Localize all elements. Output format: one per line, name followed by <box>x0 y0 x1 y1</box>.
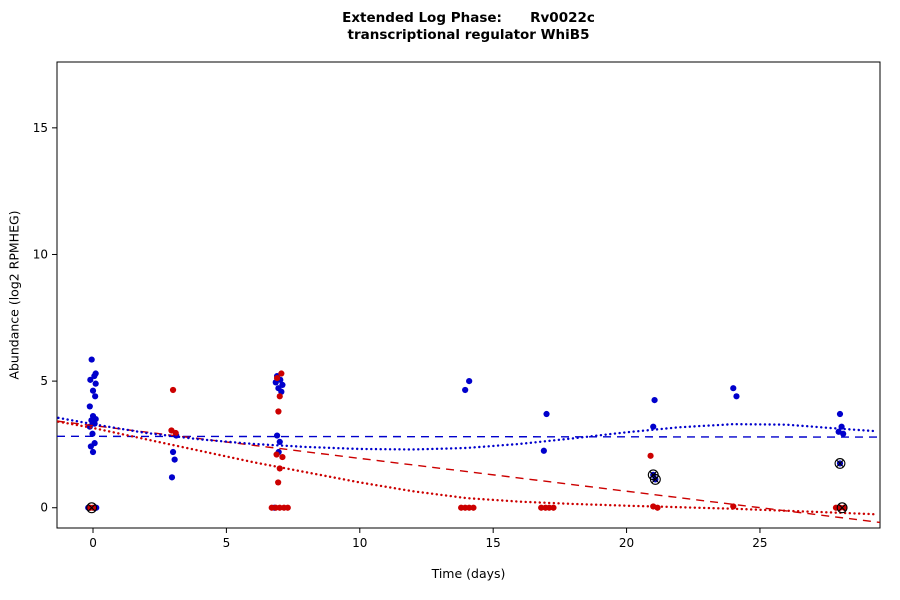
data-point <box>466 504 473 511</box>
data-point <box>87 376 94 383</box>
data-point <box>840 430 847 437</box>
outlier-marker-circle <box>836 502 848 514</box>
y-tick-label: 10 <box>33 247 48 261</box>
data-point <box>550 504 557 511</box>
red-linear-fit-line <box>56 420 881 524</box>
red-smooth-fit-line <box>57 420 879 516</box>
data-point <box>466 378 473 385</box>
data-point <box>86 403 93 410</box>
data-point <box>92 380 99 387</box>
blue-linear-fit-line <box>56 435 881 438</box>
marked-outlier-points <box>86 457 848 514</box>
data-point <box>733 393 740 400</box>
data-point <box>543 410 550 418</box>
data-point <box>171 456 178 463</box>
outlier-marker-circle <box>649 473 661 485</box>
x-tick-label: 15 <box>486 536 501 550</box>
data-point <box>647 452 654 459</box>
x-tick-label: 0 <box>89 536 97 550</box>
data-point <box>275 479 282 486</box>
data-point <box>273 451 280 458</box>
x-axis: 0 5 10 15 20 25 <box>89 528 768 550</box>
outlier-marker-circle <box>86 502 98 514</box>
plot-box <box>56 61 881 529</box>
x-tick-label: 10 <box>352 536 367 550</box>
y-tick-label: 15 <box>33 121 48 135</box>
y-tick-label: 0 <box>40 501 48 515</box>
outlier-marker-circle <box>834 457 846 469</box>
red-linear-fit <box>56 420 881 524</box>
data-point <box>538 504 545 511</box>
data-point <box>470 504 477 511</box>
x-tick-label: 25 <box>752 536 767 550</box>
data-point <box>278 370 285 377</box>
data-point <box>89 387 97 394</box>
chart-title-line1: Extended Log Phase: Rv0022c <box>342 10 595 26</box>
data-point <box>836 410 844 418</box>
outlier-marker-cross <box>836 459 844 468</box>
data-point <box>276 393 283 400</box>
chart-title-line2: transcriptional regulator WhiB5 <box>347 27 590 43</box>
data-point <box>650 423 657 430</box>
data-point <box>836 504 844 511</box>
data-point <box>88 356 95 363</box>
outlier-marker-cross <box>87 503 96 512</box>
x-tick-label: 5 <box>223 536 231 550</box>
data-point <box>169 448 177 456</box>
x-tick-label: 20 <box>619 536 634 550</box>
data-point <box>462 386 469 394</box>
data-point <box>87 443 94 450</box>
outlier-marker-cross <box>651 475 660 484</box>
data-point <box>168 474 176 481</box>
blue-smooth-fit-line <box>57 416 879 451</box>
y-axis: 0 5 10 15 <box>33 121 57 515</box>
data-point <box>279 453 286 461</box>
data-point <box>276 504 283 511</box>
data-point <box>89 430 96 437</box>
data-point <box>275 408 282 415</box>
outlier-marker-cross <box>838 503 846 512</box>
data-point <box>87 504 94 511</box>
data-point <box>546 504 553 511</box>
y-tick-label: 5 <box>40 374 48 388</box>
data-point <box>89 448 97 456</box>
blue-smooth-fit <box>57 416 879 451</box>
data-point <box>651 397 658 404</box>
data-point <box>273 374 281 382</box>
data-point <box>284 504 291 511</box>
data-point <box>841 504 848 511</box>
data-point <box>540 447 547 454</box>
y-axis-label: Abundance (log2 RPMHEG) <box>6 210 22 380</box>
chart-title: Extended Log Phase: Rv0022c transcriptio… <box>57 10 880 44</box>
data-point <box>92 393 99 400</box>
data-point <box>91 372 98 380</box>
data-point <box>273 432 281 439</box>
x-axis-label: Time (days) <box>431 566 506 581</box>
data-point <box>172 429 179 437</box>
data-point <box>169 386 177 394</box>
red-smooth-fit <box>57 420 879 516</box>
data-point <box>730 385 737 392</box>
data-point <box>276 438 283 445</box>
blue-condition-points <box>85 356 847 511</box>
blue-linear-fit <box>56 435 881 438</box>
